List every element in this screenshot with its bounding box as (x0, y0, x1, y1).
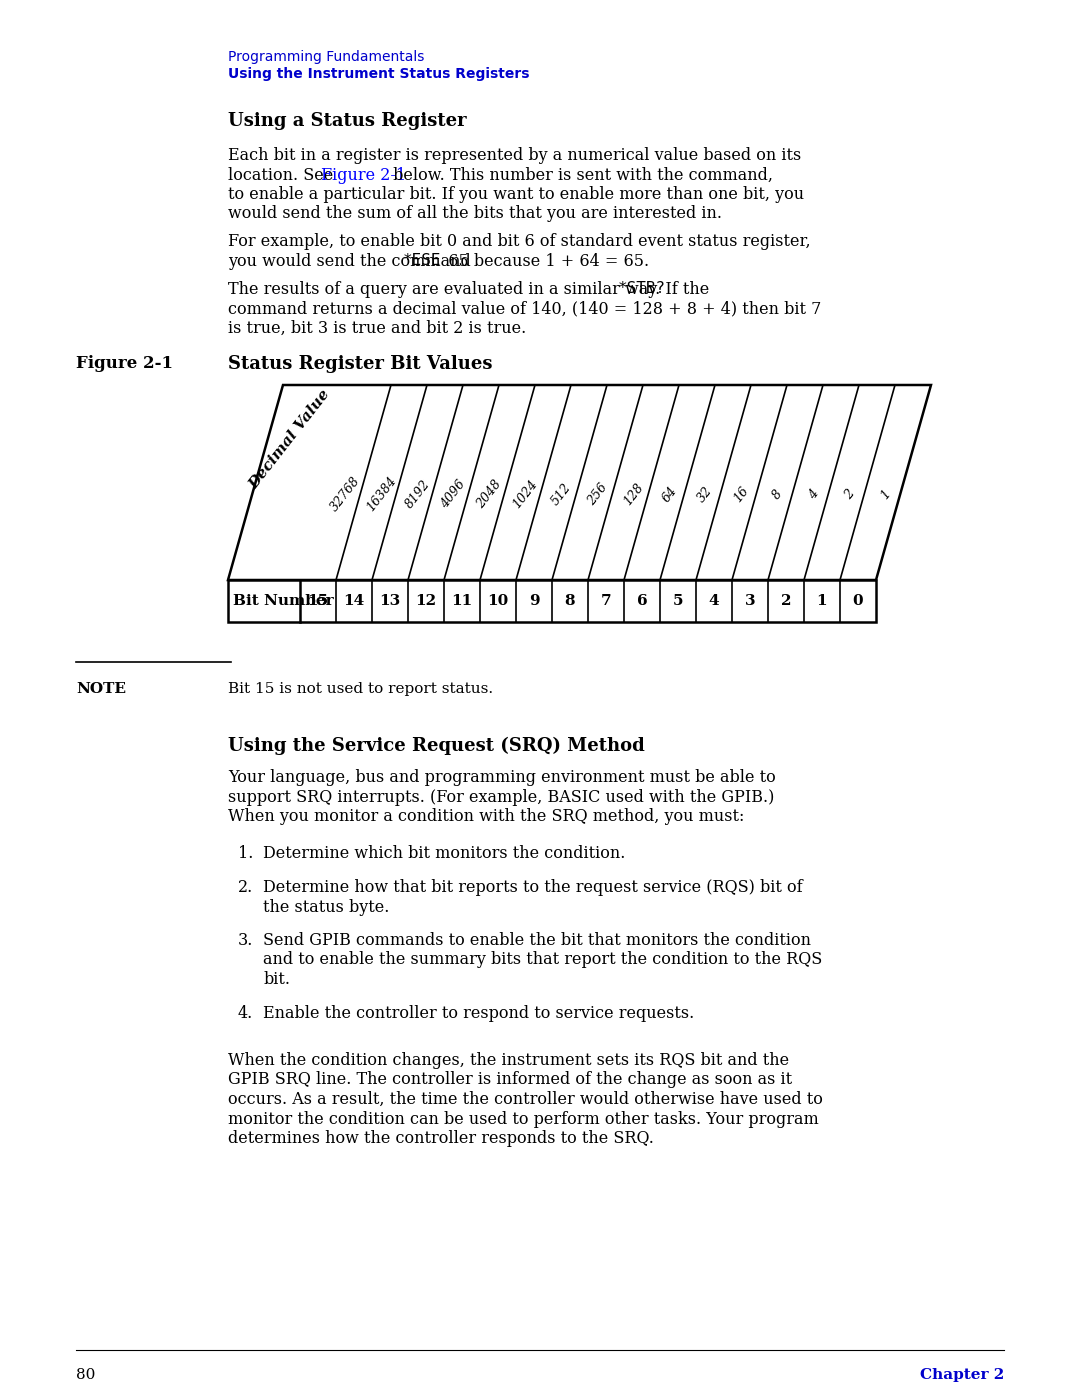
Text: 256: 256 (585, 481, 610, 509)
Text: When the condition changes, the instrument sets its RQS bit and the: When the condition changes, the instrume… (228, 1052, 789, 1069)
Text: below. This number is sent with the command,: below. This number is sent with the comm… (388, 166, 773, 183)
Text: Determine which bit monitors the condition.: Determine which bit monitors the conditi… (264, 845, 625, 862)
Text: 128: 128 (621, 481, 646, 509)
Text: Programming Fundamentals: Programming Fundamentals (228, 50, 424, 64)
Text: 2: 2 (842, 488, 858, 502)
Text: location. See: location. See (228, 166, 338, 183)
Text: Bit 15 is not used to report status.: Bit 15 is not used to report status. (228, 682, 494, 696)
Text: support SRQ interrupts. (For example, BASIC used with the GPIB.): support SRQ interrupts. (For example, BA… (228, 788, 774, 806)
Text: 4: 4 (708, 594, 719, 608)
Text: 64: 64 (660, 485, 679, 504)
Text: Status Register Bit Values: Status Register Bit Values (228, 355, 492, 373)
Text: 13: 13 (379, 594, 401, 608)
Text: would send the sum of all the bits that you are interested in.: would send the sum of all the bits that … (228, 205, 723, 222)
Text: 32: 32 (696, 485, 716, 504)
Text: 4.: 4. (238, 1004, 253, 1021)
Text: 3.: 3. (238, 932, 254, 949)
Text: Using a Status Register: Using a Status Register (228, 112, 467, 130)
Text: Enable the controller to respond to service requests.: Enable the controller to respond to serv… (264, 1004, 694, 1021)
Text: 5: 5 (673, 594, 684, 608)
Text: 0: 0 (853, 594, 863, 608)
Text: 2: 2 (781, 594, 792, 608)
Text: Bit Number: Bit Number (233, 594, 334, 608)
Text: you would send the command: you would send the command (228, 253, 476, 270)
Text: GPIB SRQ line. The controller is informed of the change as soon as it: GPIB SRQ line. The controller is informe… (228, 1071, 792, 1088)
Text: 6: 6 (637, 594, 647, 608)
Text: 65 because 1 + 64 = 65.: 65 because 1 + 64 = 65. (438, 253, 649, 270)
Text: command returns a decimal value of 140, (140 = 128 + 8 + 4) then bit 7: command returns a decimal value of 140, … (228, 300, 822, 317)
Text: 16: 16 (731, 485, 752, 504)
Text: 80: 80 (76, 1368, 95, 1382)
Text: 14: 14 (343, 594, 365, 608)
Text: and to enable the summary bits that report the condition to the RQS: and to enable the summary bits that repo… (264, 951, 822, 968)
Text: 2048: 2048 (474, 478, 504, 511)
Text: determines how the controller responds to the SRQ.: determines how the controller responds t… (228, 1130, 653, 1147)
Text: the status byte.: the status byte. (264, 898, 390, 915)
Text: 32768: 32768 (328, 475, 363, 514)
Text: Determine how that bit reports to the request service (RQS) bit of: Determine how that bit reports to the re… (264, 879, 802, 895)
Text: For example, to enable bit 0 and bit 6 of standard event status register,: For example, to enable bit 0 and bit 6 o… (228, 233, 811, 250)
Text: *STB?: *STB? (618, 281, 666, 296)
Text: 1.: 1. (238, 845, 254, 862)
Text: 16384: 16384 (364, 475, 399, 514)
Text: Figure 2-1: Figure 2-1 (76, 355, 173, 372)
Text: *ESE: *ESE (403, 253, 442, 268)
Text: 4: 4 (806, 488, 821, 502)
Text: Using the Instrument Status Registers: Using the Instrument Status Registers (228, 67, 529, 81)
Text: 11: 11 (451, 594, 473, 608)
Text: bit.: bit. (264, 971, 291, 988)
Text: 12: 12 (416, 594, 436, 608)
Text: Send GPIB commands to enable the bit that monitors the condition: Send GPIB commands to enable the bit tha… (264, 932, 811, 949)
Text: Using the Service Request (SRQ) Method: Using the Service Request (SRQ) Method (228, 738, 645, 756)
Text: 10: 10 (487, 594, 509, 608)
Text: 512: 512 (549, 481, 573, 509)
Text: When you monitor a condition with the SRQ method, you must:: When you monitor a condition with the SR… (228, 807, 744, 826)
Text: 3: 3 (745, 594, 755, 608)
Text: 1: 1 (878, 488, 893, 502)
Text: 8192: 8192 (403, 478, 432, 511)
Text: Your language, bus and programming environment must be able to: Your language, bus and programming envir… (228, 768, 775, 787)
Bar (228, 580, 876, 622)
Text: 8: 8 (770, 488, 785, 502)
Text: 4096: 4096 (438, 478, 469, 511)
Text: Decimal Value: Decimal Value (246, 387, 333, 492)
Text: 2.: 2. (238, 879, 253, 895)
Text: Each bit in a register is represented by a numerical value based on its: Each bit in a register is represented by… (228, 147, 801, 163)
Text: NOTE: NOTE (76, 682, 126, 696)
Text: 9: 9 (529, 594, 539, 608)
Text: 8: 8 (565, 594, 576, 608)
Text: occurs. As a result, the time the controller would otherwise have used to: occurs. As a result, the time the contro… (228, 1091, 823, 1108)
Text: Figure 2-1: Figure 2-1 (321, 166, 406, 183)
Text: monitor the condition can be used to perform other tasks. Your program: monitor the condition can be used to per… (228, 1111, 819, 1127)
Text: is true, bit 3 is true and bit 2 is true.: is true, bit 3 is true and bit 2 is true… (228, 320, 526, 337)
Text: Chapter 2: Chapter 2 (920, 1368, 1004, 1382)
Text: to enable a particular bit. If you want to enable more than one bit, you: to enable a particular bit. If you want … (228, 186, 805, 203)
Text: 7: 7 (600, 594, 611, 608)
Text: The results of a query are evaluated in a similar way. If the: The results of a query are evaluated in … (228, 281, 714, 298)
Text: 15: 15 (308, 594, 328, 608)
Text: 1: 1 (816, 594, 827, 608)
Polygon shape (228, 386, 931, 580)
Text: 1024: 1024 (511, 478, 540, 511)
